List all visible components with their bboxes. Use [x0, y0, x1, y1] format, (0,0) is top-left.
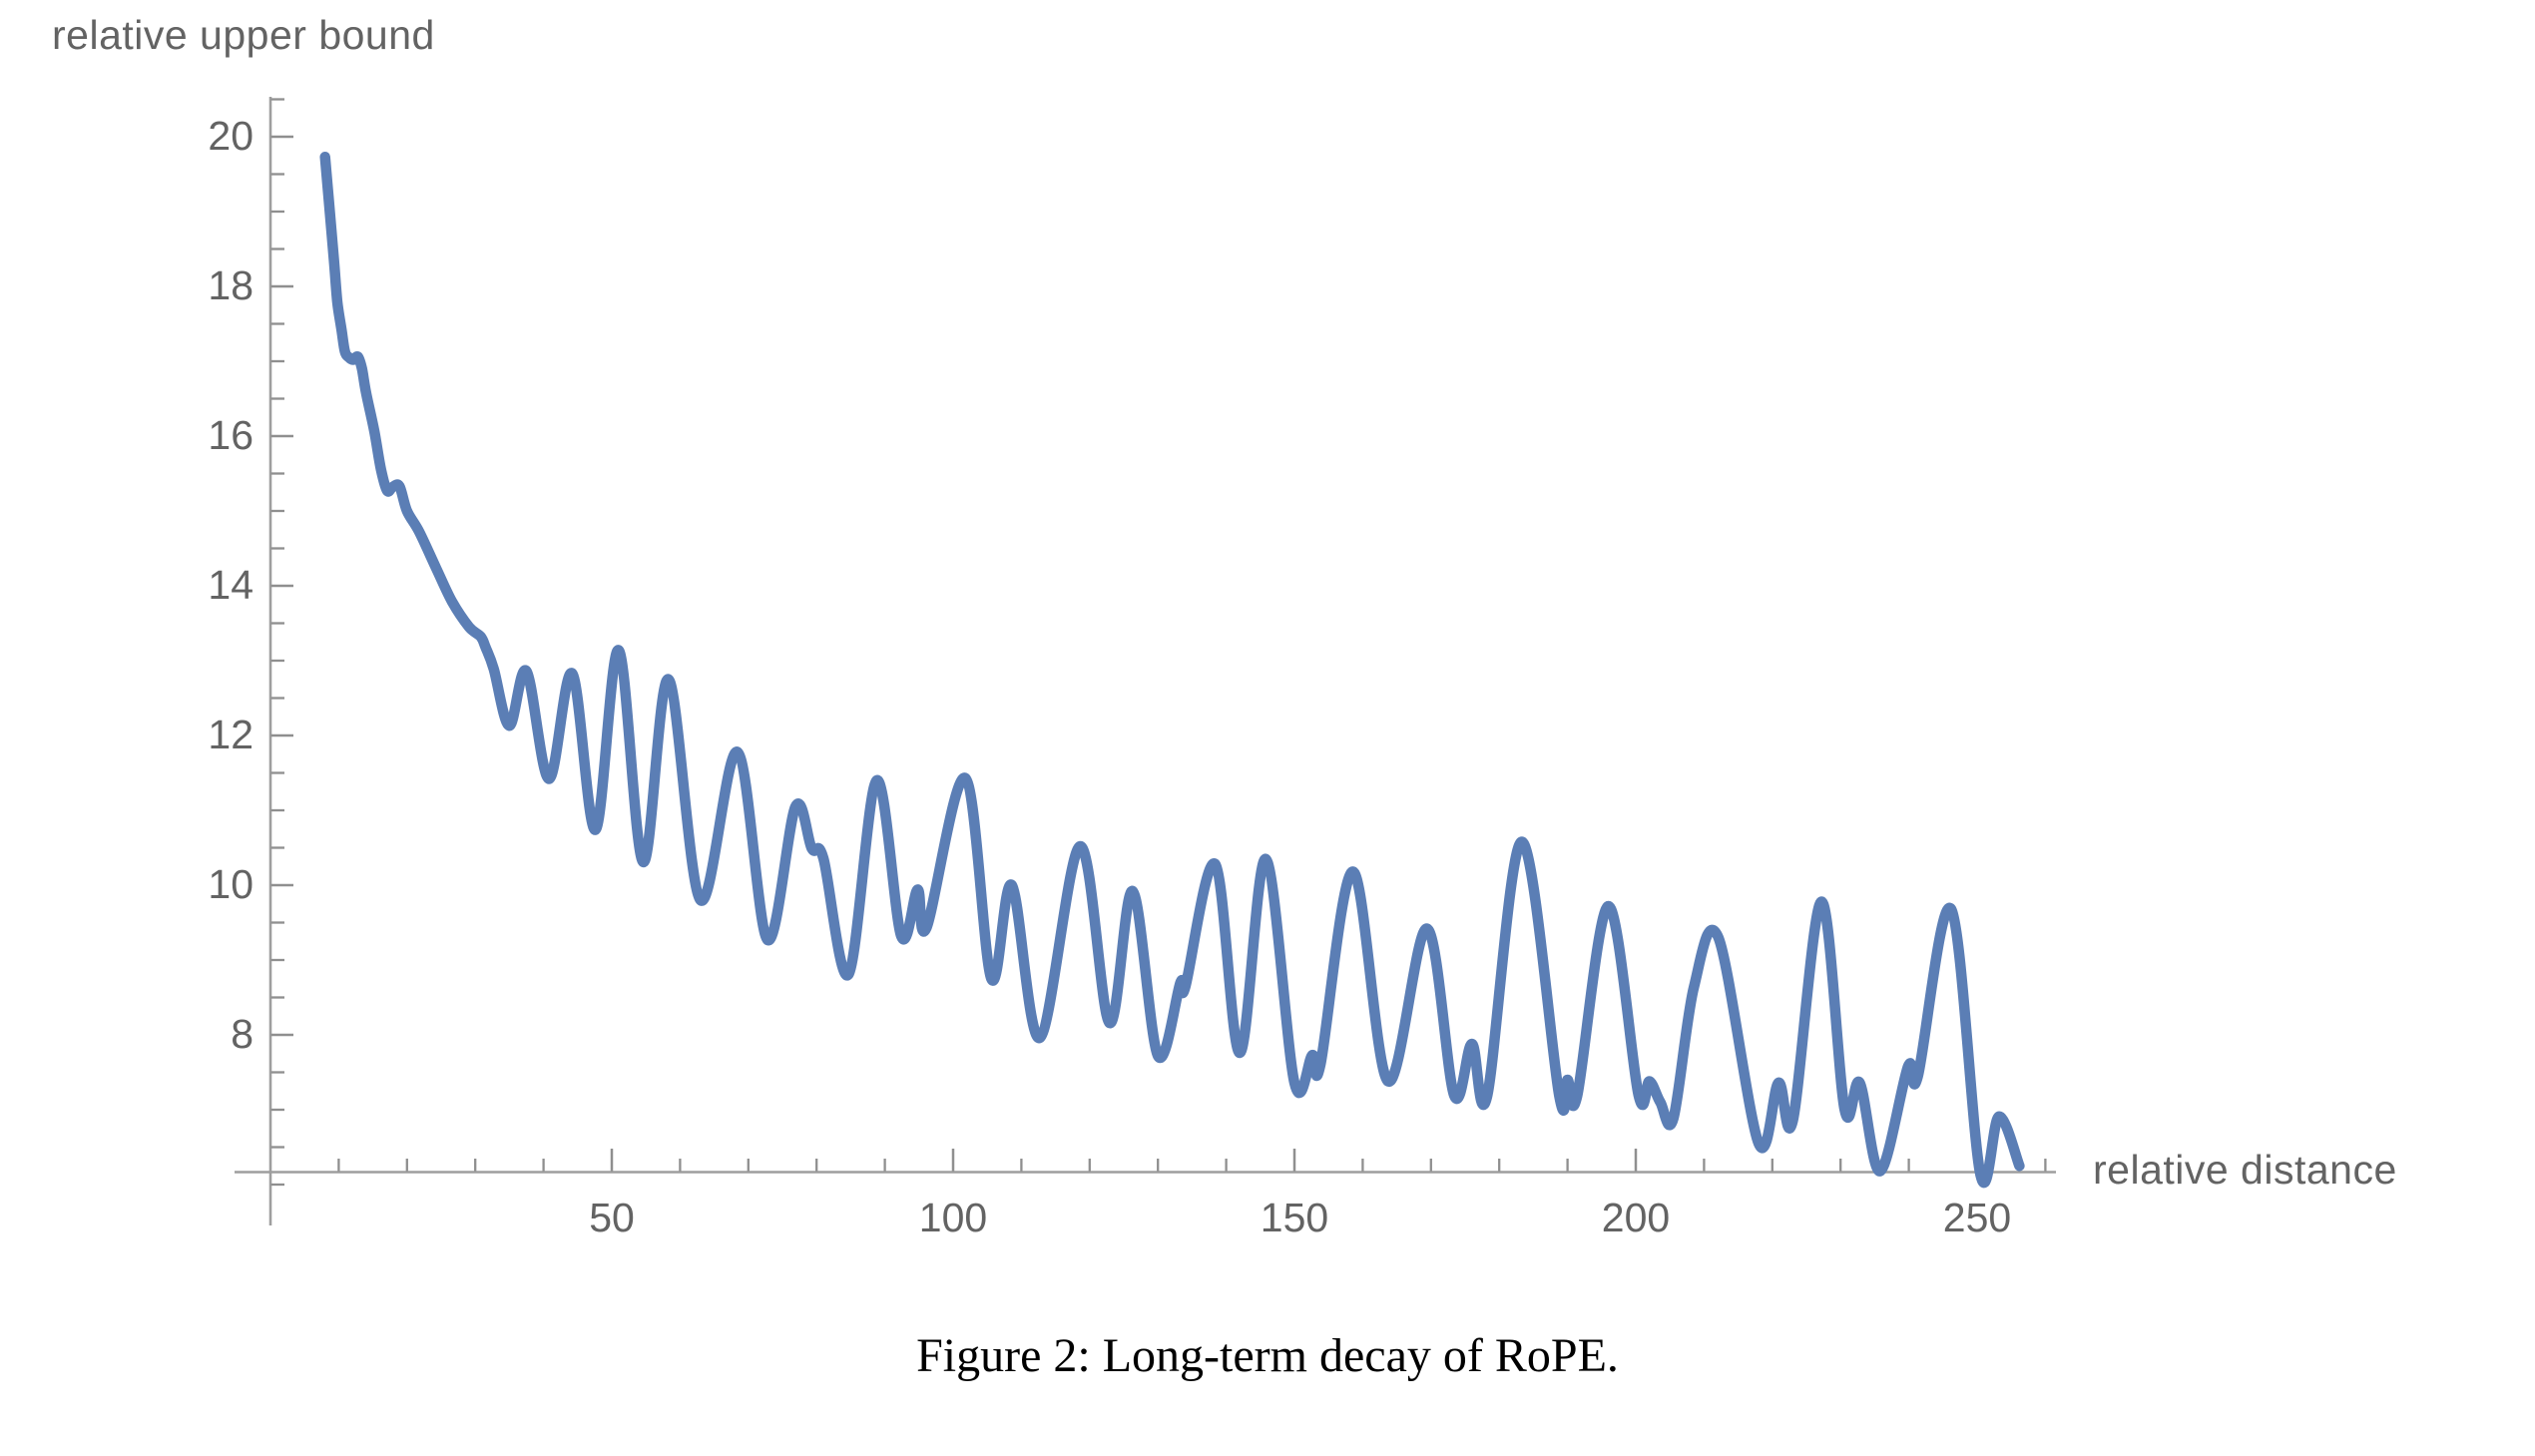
rope-decay-curve — [319, 151, 2025, 1189]
y-tick-label: 18 — [208, 262, 254, 308]
x-tick-label: 250 — [1942, 1195, 2012, 1240]
y-tick-label: 20 — [208, 113, 254, 159]
x-axis-title: relative distance — [2093, 1147, 2397, 1193]
x-tick-label: 150 — [1260, 1195, 1329, 1240]
y-tick-label: 10 — [208, 861, 254, 907]
x-tick-label: 200 — [1601, 1195, 1671, 1240]
x-tick-label: 100 — [918, 1195, 988, 1240]
y-tick-label: 16 — [208, 412, 254, 458]
figure-caption: Figure 2: Long-term decay of RoPE. — [916, 1329, 1619, 1382]
y-axis-title: relative upper bound — [52, 12, 435, 58]
y-tick-label: 14 — [208, 562, 254, 608]
x-tick-label: 50 — [589, 1195, 635, 1240]
y-tick-label: 12 — [208, 712, 254, 757]
y-tick-label: 8 — [231, 1011, 254, 1057]
